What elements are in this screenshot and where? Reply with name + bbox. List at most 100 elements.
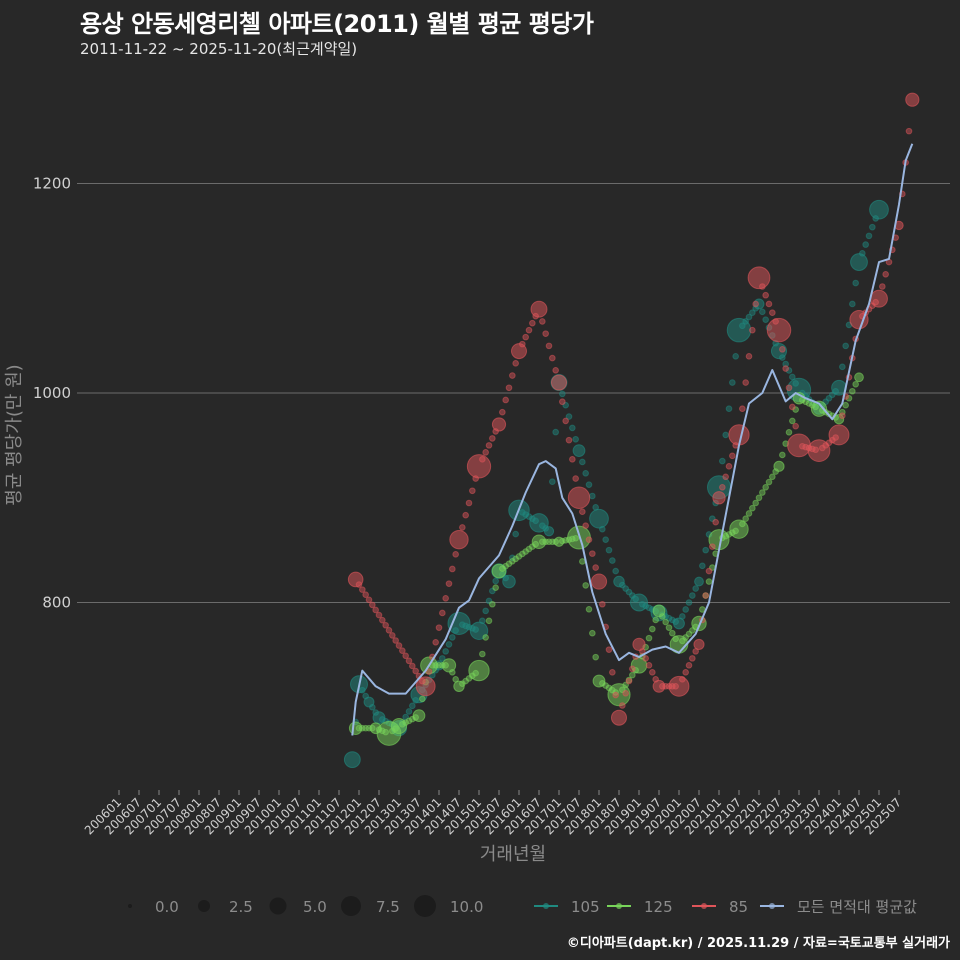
interp-point-105 [685,599,693,606]
interp-point-125 [669,629,676,637]
data-point-105 [589,508,609,529]
interp-point-85 [609,669,616,676]
interp-point-85 [412,667,419,675]
interp-point-85 [522,333,529,341]
interp-point-105 [519,509,526,516]
interp-point-105 [869,223,876,231]
interp-point-105 [839,363,846,371]
data-point-85 [807,439,831,462]
interp-point-105 [479,617,486,625]
interp-point-105 [742,318,749,325]
interp-point-105 [569,424,576,432]
interp-point-105 [585,481,593,488]
interp-point-105 [409,702,416,710]
interp-point-105 [782,360,789,368]
interp-point-125 [585,606,593,613]
interp-point-85 [439,609,446,617]
interp-point-85 [769,309,776,316]
interp-point-85 [519,340,526,348]
data-point-125 [468,659,490,682]
interp-point-85 [725,463,733,470]
interp-point-85 [709,543,716,550]
interp-point-105 [849,300,856,308]
interp-point-105 [779,354,786,361]
data-point-85 [610,709,628,726]
interp-point-85 [549,354,556,362]
interp-point-105 [492,577,499,585]
data-point-85 [415,676,436,697]
data-point-125 [729,519,749,539]
interp-point-85 [485,442,493,449]
interp-point-85 [619,702,626,709]
size-legend-label: 10.0 [450,898,483,916]
interp-point-105 [692,585,699,592]
data-point-85 [491,417,507,432]
interp-point-85 [482,449,489,456]
interp-point-85 [559,398,566,406]
data-point-105 [850,253,868,271]
interp-point-105 [739,322,746,330]
interp-point-85 [449,565,456,573]
interp-point-125 [489,600,496,608]
interp-point-85 [409,662,416,670]
interp-point-105 [482,607,489,615]
data-point-85 [828,424,850,446]
size-legend-label: 7.5 [376,898,400,916]
interp-point-85 [385,627,393,634]
interp-point-125 [742,515,749,523]
interp-point-85 [362,591,369,599]
interp-point-85 [679,676,686,683]
interp-point-85 [465,499,473,507]
size-legend-circle [128,904,132,908]
interp-point-125 [435,662,443,669]
interp-point-105 [859,250,866,257]
interp-point-85 [432,639,439,646]
interp-point-85 [462,511,469,519]
interp-point-85 [612,691,619,699]
interp-point-85 [512,360,519,367]
data-point-105 [869,199,889,220]
y-axis-ticks: 800 1000 1200 [33,175,71,612]
interp-point-125 [362,724,369,732]
interp-point-85 [505,384,513,392]
data-point-85 [747,266,771,290]
size-legend-label: 5.0 [303,898,327,916]
interp-point-85 [722,473,729,481]
interp-point-85 [659,683,666,690]
interp-point-85 [479,456,486,463]
interp-point-105 [702,546,709,554]
interp-point-125 [659,613,666,620]
interp-point-105 [549,478,556,485]
interp-point-85 [762,291,769,299]
interp-point-125 [359,724,366,732]
interp-point-85 [882,270,889,278]
data-point-105 [543,526,555,537]
interp-point-125 [739,520,746,528]
interp-point-125 [645,634,653,642]
interp-point-85 [749,326,756,334]
data-point-105 [694,576,704,587]
interp-point-85 [739,405,746,413]
interp-point-125 [759,489,766,496]
interp-point-125 [705,578,713,585]
interp-point-125 [789,417,796,425]
interp-point-105 [745,313,753,321]
interp-point-105 [369,703,376,711]
interp-point-85 [792,422,799,430]
size-legend: 0.0 2.5 5.0 7.5 10.0 [128,895,483,917]
interp-point-105 [862,241,869,248]
interp-point-85 [395,642,403,649]
data-point-85 [693,638,705,650]
interp-point-105 [645,604,653,612]
interp-point-85 [569,456,576,463]
interp-point-105 [682,606,689,613]
interp-point-85 [625,677,633,685]
interp-point-85 [645,662,653,669]
interp-point-105 [609,557,616,564]
interp-point-85 [682,669,689,676]
interp-point-125 [482,634,489,641]
interp-point-85 [552,367,559,374]
series-legend-dot [616,903,622,909]
data-point-105 [343,751,361,769]
data-point-85 [530,300,548,318]
